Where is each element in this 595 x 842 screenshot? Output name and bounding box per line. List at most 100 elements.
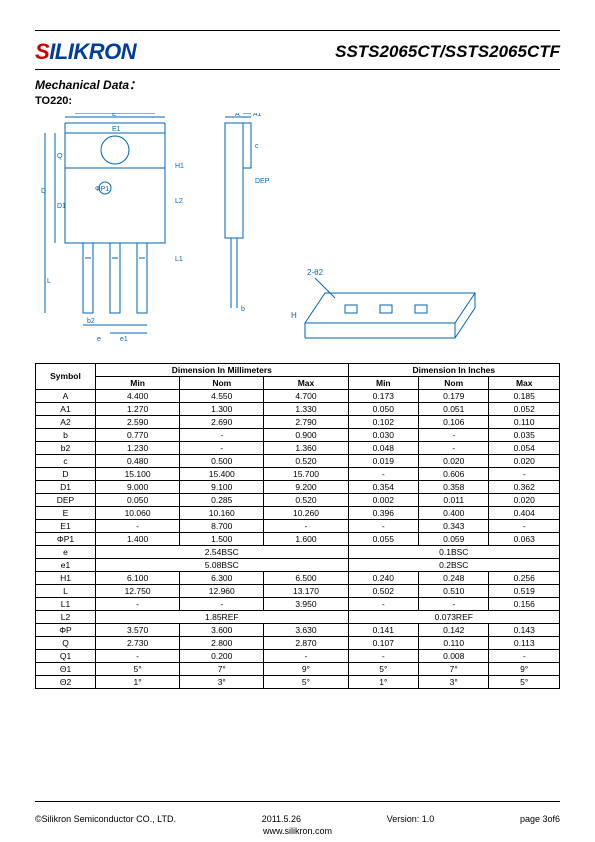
cell-mm: 10.060 — [96, 507, 180, 520]
cell-mm-span: 2.54BSC — [96, 546, 349, 559]
cell-in: 0.606 — [419, 468, 489, 481]
cell-symbol: H1 — [36, 572, 96, 585]
cell-in: 0.173 — [348, 390, 418, 403]
cell-in: 0.113 — [489, 637, 560, 650]
cell-symbol: A2 — [36, 416, 96, 429]
cell-mm: - — [180, 598, 264, 611]
cell-in: 0.020 — [489, 455, 560, 468]
table-row: L12.75012.96013.1700.5020.5100.519 — [36, 585, 560, 598]
cell-in: 0.142 — [419, 624, 489, 637]
cell-symbol: Θ2 — [36, 676, 96, 689]
cell-mm: 6.500 — [264, 572, 348, 585]
cell-in: - — [348, 520, 418, 533]
cell-mm: 0.200 — [180, 650, 264, 663]
cell-in: 0.343 — [419, 520, 489, 533]
table-row: e2.54BSC0.1BSC — [36, 546, 560, 559]
cell-mm: 1.360 — [264, 442, 348, 455]
footer-page: page 3of6 — [520, 814, 560, 824]
table-row: D19.0009.1009.2000.3540.3580.362 — [36, 481, 560, 494]
footer-copyright: ©Silikron Semiconductor CO., LTD. — [35, 814, 176, 824]
svg-text:b2: b2 — [87, 318, 95, 325]
table-row: Q2.7302.8002.8700.1070.1100.113 — [36, 637, 560, 650]
header: SILIKRON SSTS2065CT/SSTS2065CTF — [35, 39, 560, 65]
cell-in: 0.256 — [489, 572, 560, 585]
cell-in: - — [489, 468, 560, 481]
cell-mm: 5° — [96, 663, 180, 676]
part-number: SSTS2065CT/SSTS2065CTF — [335, 42, 560, 62]
cell-in: 0.011 — [419, 494, 489, 507]
th-nom-mm: Nom — [180, 377, 264, 390]
cell-in: 0.008 — [419, 650, 489, 663]
th-min-in: Min — [348, 377, 418, 390]
table-row: c0.4800.5000.5200.0190.0200.020 — [36, 455, 560, 468]
svg-text:L1: L1 — [175, 256, 183, 263]
table-row: Q1-0.200--0.008- — [36, 650, 560, 663]
cell-mm: 9.200 — [264, 481, 348, 494]
table-row: A22.5902.6902.7900.1020.1060.110 — [36, 416, 560, 429]
table-row: DEP0.0500.2850.5200.0020.0110.020 — [36, 494, 560, 507]
cell-mm: 0.770 — [96, 429, 180, 442]
table-row: b21.230-1.3600.048-0.054 — [36, 442, 560, 455]
cell-symbol: D1 — [36, 481, 96, 494]
cell-in: - — [419, 598, 489, 611]
cell-mm: 3.630 — [264, 624, 348, 637]
cell-in: 0.019 — [348, 455, 418, 468]
table-row: D15.10015.40015.700-0.606- — [36, 468, 560, 481]
svg-text:H: H — [291, 311, 297, 320]
th-max-mm: Max — [264, 377, 348, 390]
th-max-in: Max — [489, 377, 560, 390]
table-row: A4.4004.5504.7000.1730.1790.185 — [36, 390, 560, 403]
cell-mm: 3.570 — [96, 624, 180, 637]
cell-in: 0.502 — [348, 585, 418, 598]
cell-in: 5° — [348, 663, 418, 676]
table-row: Θ15°7°9°5°7°9° — [36, 663, 560, 676]
cell-in: 0.156 — [489, 598, 560, 611]
cell-in: 0.030 — [348, 429, 418, 442]
cell-in: 0.107 — [348, 637, 418, 650]
cell-mm: 0.520 — [264, 494, 348, 507]
cell-mm: - — [180, 442, 264, 455]
svg-text:H1: H1 — [175, 163, 184, 170]
table-row: E1-8.700--0.343- — [36, 520, 560, 533]
side-view-drawing: A A1 c DEP b — [215, 113, 275, 313]
cell-in: 9° — [489, 663, 560, 676]
cell-mm-span: 1.85REF — [96, 611, 349, 624]
cell-in: 5° — [489, 676, 560, 689]
cell-mm: 9.000 — [96, 481, 180, 494]
logo-rest: ILIKRON — [49, 39, 136, 64]
cell-mm: 0.500 — [180, 455, 264, 468]
cell-mm: 6.100 — [96, 572, 180, 585]
cell-in: 0.035 — [489, 429, 560, 442]
cell-mm: 6.300 — [180, 572, 264, 585]
cell-in: 1° — [348, 676, 418, 689]
cell-mm: 1.230 — [96, 442, 180, 455]
cell-in: 0.248 — [419, 572, 489, 585]
cell-mm: 15.100 — [96, 468, 180, 481]
cell-symbol: Θ1 — [36, 663, 96, 676]
cell-in: - — [348, 650, 418, 663]
cell-mm: 0.285 — [180, 494, 264, 507]
cell-in: 0.052 — [489, 403, 560, 416]
cell-in: 0.179 — [419, 390, 489, 403]
cell-mm: 1.500 — [180, 533, 264, 546]
cell-mm: 0.050 — [96, 494, 180, 507]
svg-text:D: D — [41, 188, 46, 195]
cell-mm: 2.790 — [264, 416, 348, 429]
cell-in: 0.054 — [489, 442, 560, 455]
package-label: TO220: — [35, 95, 560, 107]
cell-mm: 5° — [264, 676, 348, 689]
svg-text:c: c — [255, 143, 259, 150]
cell-mm: - — [96, 650, 180, 663]
cell-mm-span: 5.08BSC — [96, 559, 349, 572]
cell-in: 0.354 — [348, 481, 418, 494]
cell-mm: 0.520 — [264, 455, 348, 468]
svg-text:L: L — [47, 278, 51, 285]
cell-mm: 13.170 — [264, 585, 348, 598]
cell-symbol: b — [36, 429, 96, 442]
perspective-drawing: 2-θ2 H — [285, 263, 495, 353]
svg-text:D1: D1 — [57, 203, 66, 210]
cell-symbol: L2 — [36, 611, 96, 624]
cell-in: 0.358 — [419, 481, 489, 494]
cell-mm: 2.870 — [264, 637, 348, 650]
cell-mm: 1.330 — [264, 403, 348, 416]
